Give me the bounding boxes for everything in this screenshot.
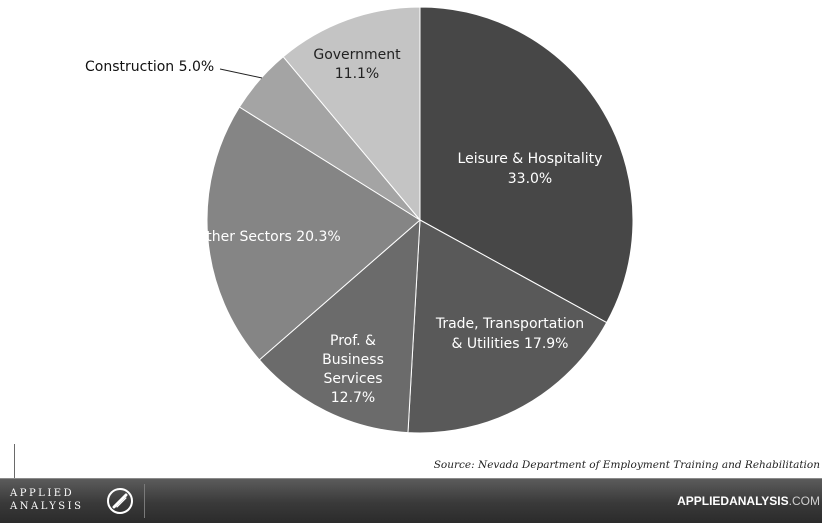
- slice-label: Government 11.1%: [313, 47, 401, 82]
- slice-label-line: 11.1%: [335, 66, 379, 82]
- site-suffix: .COM: [788, 494, 820, 508]
- slice-label-line: Services: [323, 371, 382, 387]
- footer-divider: [0, 478, 822, 479]
- pie-slice-government: [282, 6, 421, 222]
- slice-label: Leisure & Hospitality 33.0%: [458, 151, 603, 187]
- slice-label-line: Construction 5.0%: [85, 59, 214, 75]
- pie-chart: Leisure & Hospitality 33.0% Trade, Transpo…: [85, 6, 634, 434]
- applied-analysis-logo: APPLIED ANALYSIS: [10, 486, 135, 518]
- slice-label-line: Business: [322, 352, 384, 368]
- pie-labels: Leisure & Hospitality 33.0% Trade, Transpo…: [85, 47, 602, 406]
- slice-label-line: Trade, Transportation: [435, 316, 584, 332]
- source-note: Source: Nevada Department of Employment …: [433, 459, 820, 471]
- slice-label: Trade, Transportation & Utilities 17.9%: [435, 316, 584, 352]
- pie-slices: [206, 6, 634, 434]
- slice-label-line: Government: [313, 47, 401, 63]
- website-link[interactable]: APPLIEDANALYSIS.COM: [677, 494, 820, 508]
- slice-label: Construction 5.0%: [85, 59, 214, 75]
- site-name: APPLIEDANALYSIS: [677, 494, 789, 508]
- pie-slice-prof-business-services: [258, 218, 421, 434]
- pie-slice-trade-transportation-utilities: [407, 219, 608, 434]
- logo-divider: [144, 484, 145, 518]
- logo-mark-icon: [107, 488, 133, 514]
- slice-label-line: 12.7%: [331, 390, 375, 406]
- slice-label-line: Leisure & Hospitality: [458, 151, 603, 167]
- frame-line: [14, 444, 15, 478]
- slice-label: Prof. & Business Services 12.7%: [322, 333, 384, 406]
- logo-word-applied: APPLIED: [10, 488, 75, 499]
- leader-line: [219, 68, 263, 79]
- slice-label-line: Prof. &: [330, 333, 376, 349]
- pie-slice-other-sectors: [206, 106, 421, 361]
- slice-label-line: & Utilities 17.9%: [452, 336, 569, 352]
- pie-slice-leisure-hospitality: [419, 6, 634, 324]
- slice-label-line: Other Sectors 20.3%: [195, 229, 340, 245]
- logo-word-analysis: ANALYSIS: [10, 501, 84, 512]
- footer-bar: [0, 478, 822, 523]
- slice-label: Other Sectors 20.3%: [195, 229, 340, 245]
- slice-label-line: 33.0%: [508, 171, 552, 187]
